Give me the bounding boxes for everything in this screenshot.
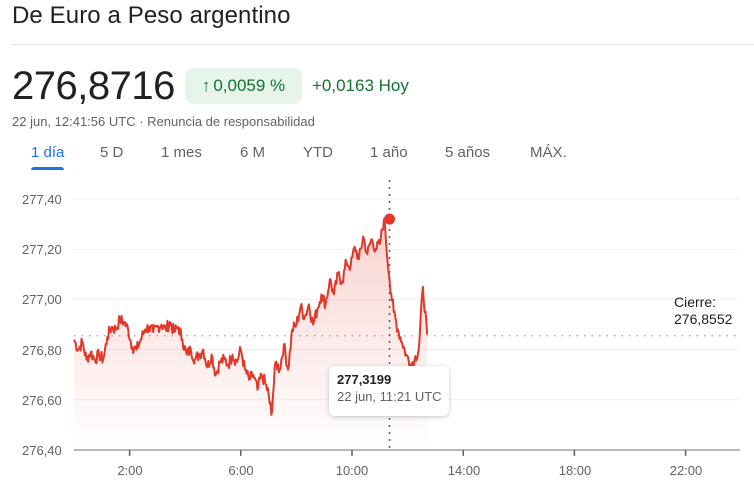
tab-5-days[interactable]: 5 D xyxy=(100,144,124,161)
change-percent: 0,0059 % xyxy=(213,76,286,95)
tab-ytd[interactable]: YTD xyxy=(303,144,333,161)
timestamp: 22 jun, 12:41:56 UTC xyxy=(12,114,136,129)
y-tick-label: 277,20 xyxy=(22,242,62,257)
close-label-value: 276,8552 xyxy=(674,311,733,327)
page-title: De Euro a Peso argentino xyxy=(12,2,291,29)
tooltip-value: 277,3199 xyxy=(337,372,392,387)
x-tick-label: 2:00 xyxy=(117,463,143,478)
price-chart[interactable]: 277,40 277,20 277,00 276,80 276,60 276,4… xyxy=(0,180,754,490)
x-tick-label: 18:00 xyxy=(558,463,592,478)
y-tick-label: 276,80 xyxy=(22,343,62,358)
close-label-title: Cierre: xyxy=(674,294,717,310)
tab-max[interactable]: MÁX. xyxy=(530,144,567,161)
tab-1-year[interactable]: 1 año xyxy=(370,144,408,161)
divider xyxy=(12,44,754,45)
current-price: 276,8716 xyxy=(12,64,175,108)
x-tick-label: 22:00 xyxy=(669,463,703,478)
hover-tooltip: 277,3199 22 jun, 11:21 UTC xyxy=(329,366,449,416)
tab-1-month[interactable]: 1 mes xyxy=(161,144,202,161)
timestamp-line: 22 jun, 12:41:56 UTC · Renuncia de respo… xyxy=(12,114,315,129)
previous-close-label: Cierre: 276,8552 xyxy=(674,294,732,328)
x-tick-label: 14:00 xyxy=(447,463,481,478)
tab-6-months[interactable]: 6 M xyxy=(240,144,266,161)
separator: · xyxy=(135,114,148,129)
y-tick-label: 277,00 xyxy=(22,292,62,307)
x-tick-label: 6:00 xyxy=(228,463,254,478)
chart-plot[interactable] xyxy=(0,180,754,490)
y-tick-label: 277,40 xyxy=(22,192,62,207)
arrow-up-icon: ↑ xyxy=(201,76,211,95)
y-tick-label: 276,40 xyxy=(22,443,62,458)
y-tick-label: 276,60 xyxy=(22,393,62,408)
price-line xyxy=(73,218,429,416)
change-absolute: +0,0163 Hoy xyxy=(312,76,409,95)
disclaimer-link[interactable]: Renuncia de responsabilidad xyxy=(147,114,315,129)
tab-1-day[interactable]: 1 día xyxy=(31,144,65,170)
highlight-marker xyxy=(384,213,396,225)
tab-5-years[interactable]: 5 años xyxy=(445,144,491,161)
tooltip-date: 22 jun, 11:21 UTC xyxy=(337,389,442,404)
x-tick-label: 10:00 xyxy=(335,463,369,478)
change-percent-badge: ↑ 0,0059 % xyxy=(185,68,302,104)
